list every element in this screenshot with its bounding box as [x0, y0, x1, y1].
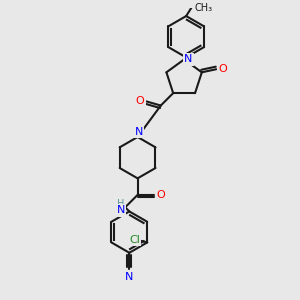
Text: H: H: [117, 199, 125, 209]
Text: O: O: [156, 190, 165, 200]
Text: N: N: [125, 272, 134, 281]
Text: CH₃: CH₃: [194, 3, 213, 13]
Text: Cl: Cl: [129, 236, 140, 245]
Text: N: N: [117, 206, 125, 215]
Text: O: O: [218, 64, 227, 74]
Text: N: N: [184, 55, 192, 64]
Text: O: O: [136, 96, 145, 106]
Text: N: N: [134, 127, 143, 137]
